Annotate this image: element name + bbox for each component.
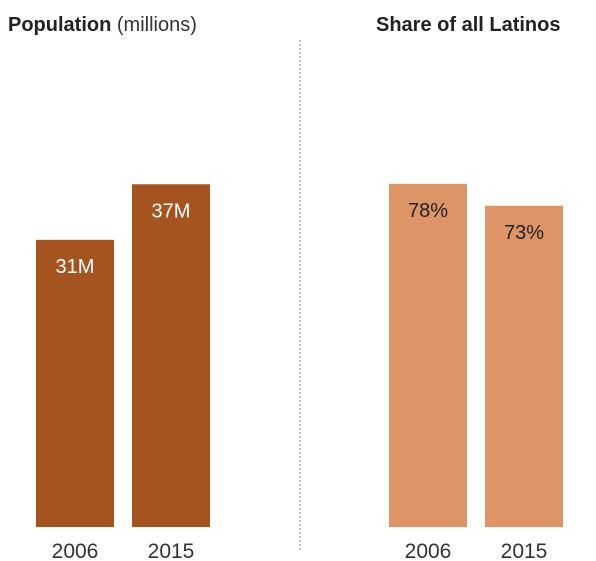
panel-divider [299,40,301,550]
population-data-label-2006: 31M [56,256,95,278]
share-title: Share of all Latinos [376,14,561,36]
population-title: Population [8,14,112,36]
share-x-tick-2006: 2006 [405,540,452,561]
population-panel-title: Population (millions) [8,14,197,37]
population-bar-2015 [132,184,210,527]
population-title-note: (millions) [116,14,197,36]
share-x-tick-2015: 2015 [501,540,548,561]
share-data-label-2015: 73% [504,222,544,244]
share-bar-2015 [485,205,563,528]
population-data-label-2015: 37M [152,200,191,222]
population-x-tick-2015: 2015 [148,540,195,561]
population-bar-2006 [36,239,114,527]
share-bar-2006 [389,183,467,528]
population-x-tick-2006: 2006 [52,540,99,561]
share-panel-title: Share of all Latinos [376,14,560,37]
share-data-label-2006: 78% [408,200,448,222]
